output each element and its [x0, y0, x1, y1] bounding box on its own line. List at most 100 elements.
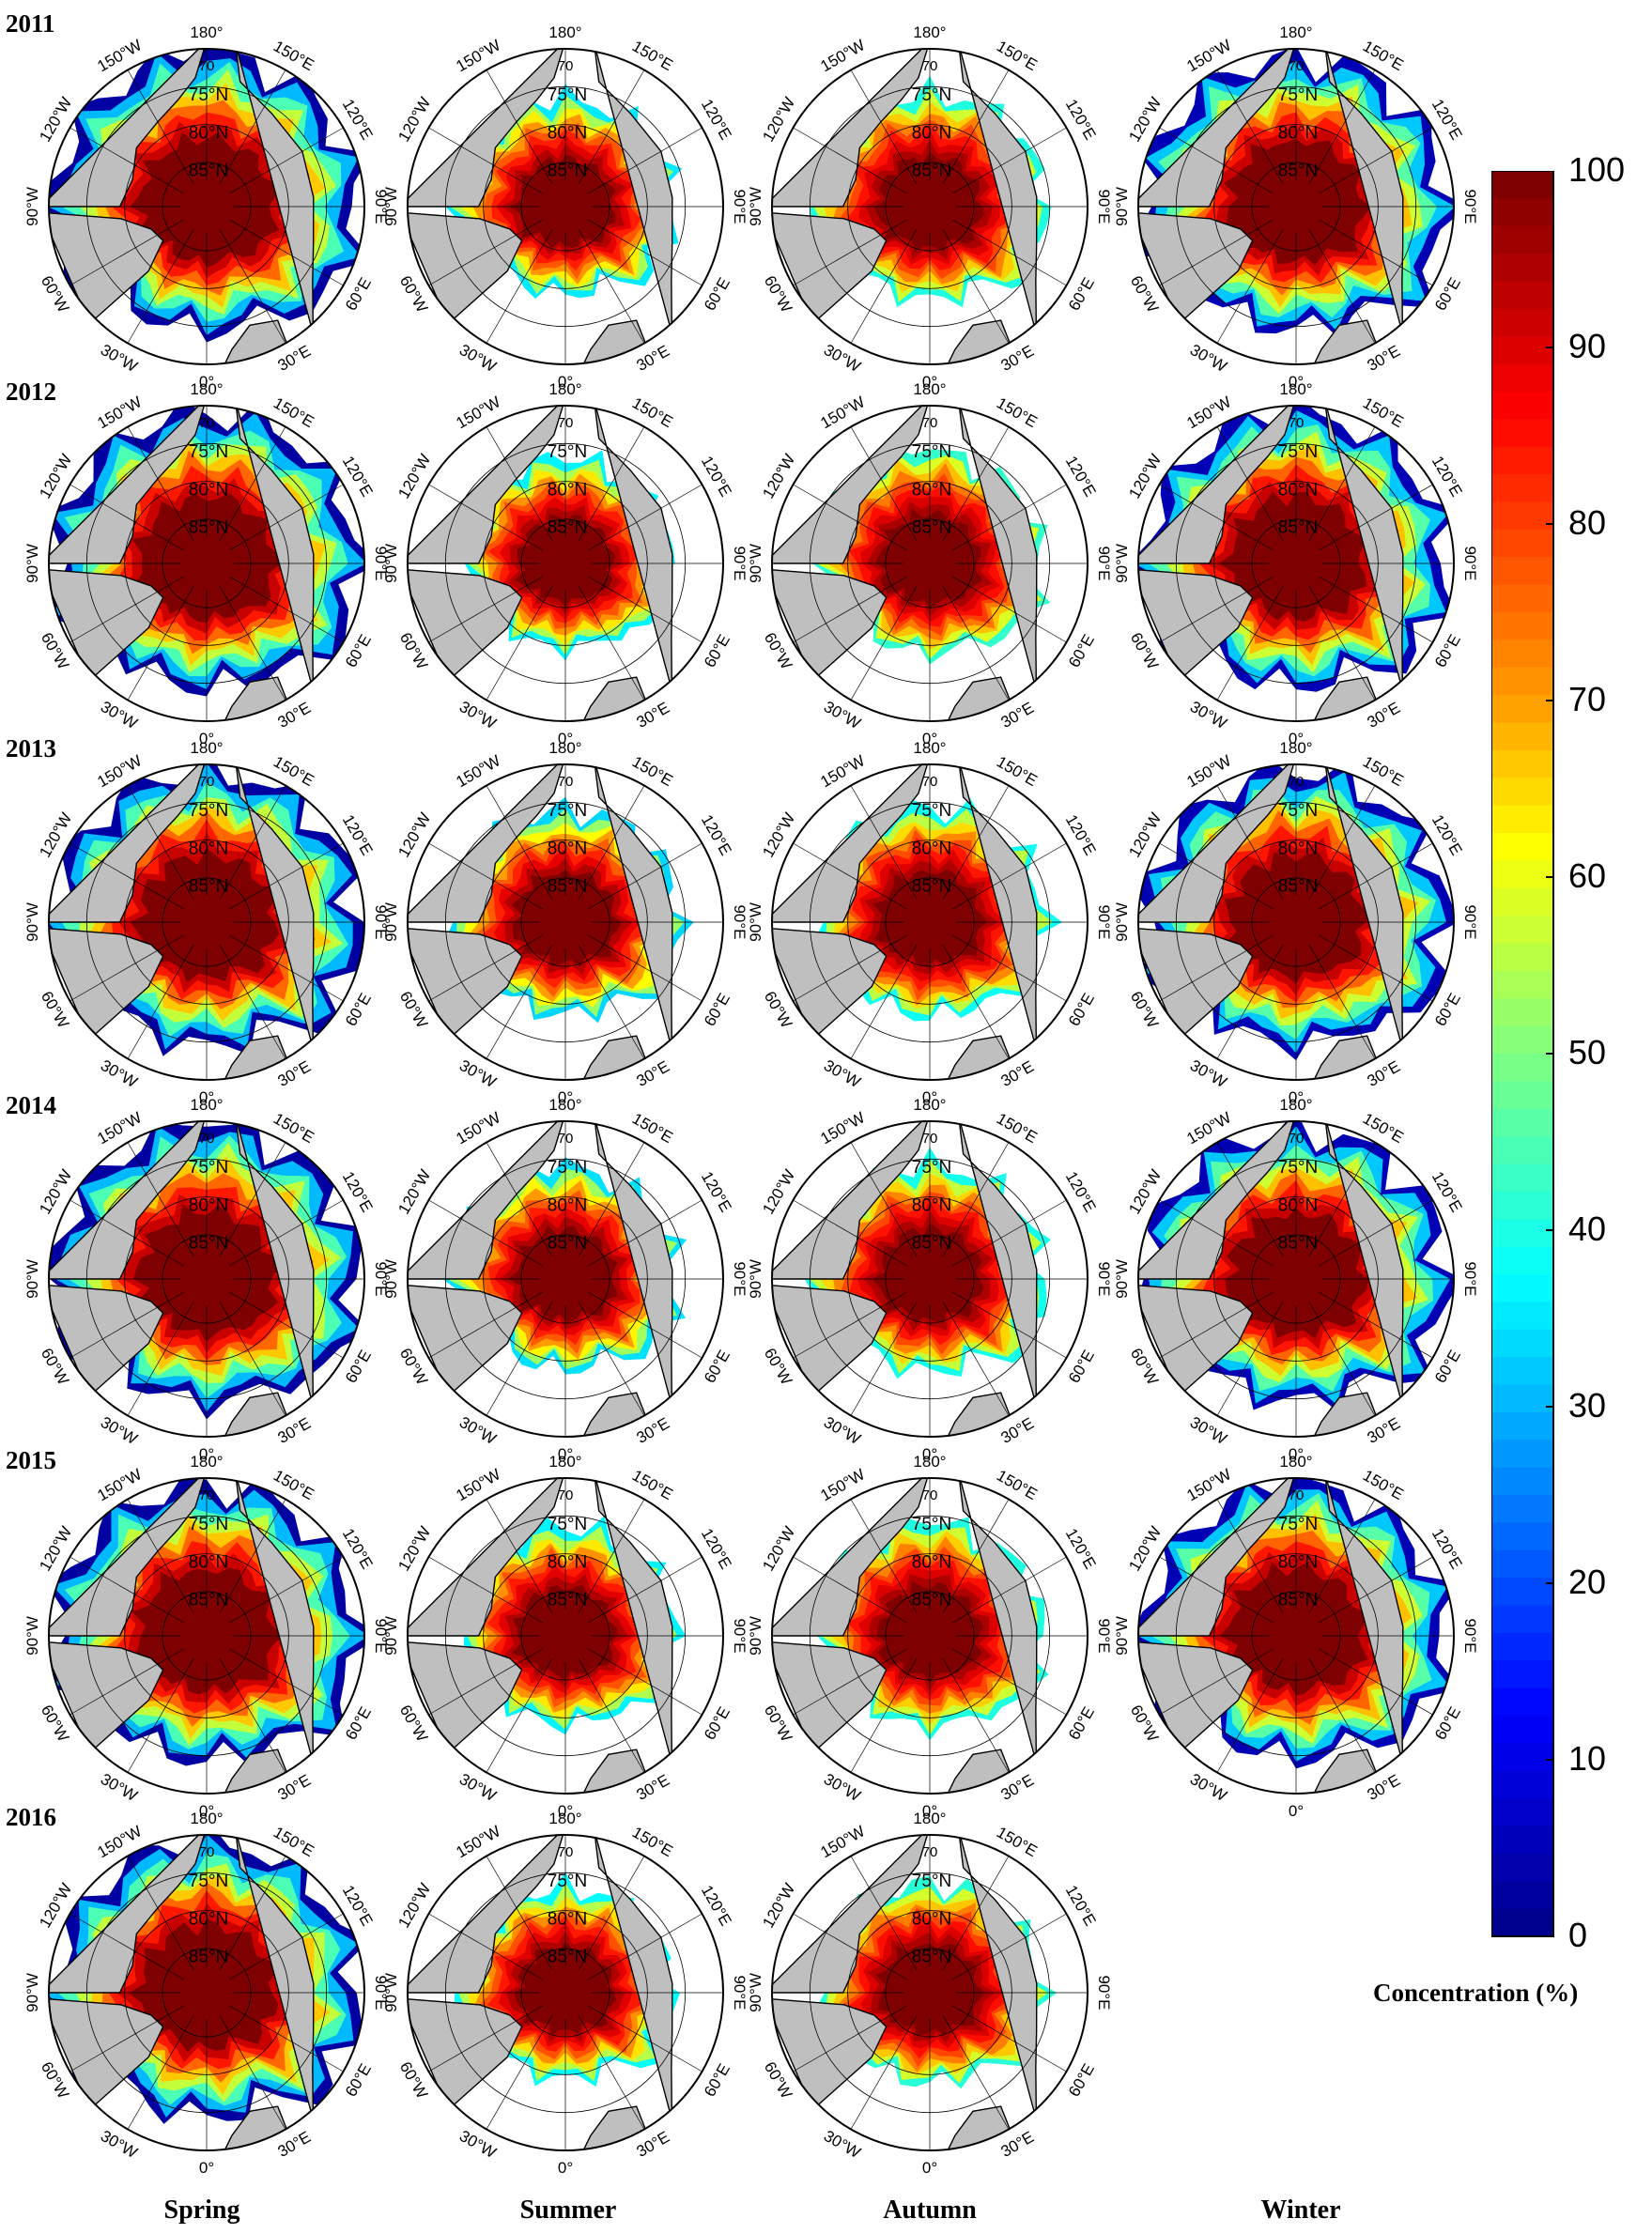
- landmass: [1323, 49, 1404, 334]
- longitude-label: 180°: [1279, 1096, 1312, 1114]
- pole-region: [539, 1966, 592, 2019]
- longitude-label: 0°: [558, 2159, 573, 2177]
- meridian-line: [952, 219, 1067, 286]
- meridian-line: [229, 1648, 344, 1716]
- longitude-label: 90°E: [372, 1975, 390, 2010]
- meridian-line: [588, 1648, 702, 1716]
- landmass: [1138, 927, 1254, 1040]
- map-border: [407, 405, 724, 722]
- latitude-label: 80°N: [548, 1195, 587, 1215]
- meridian-line: [219, 1142, 286, 1256]
- latitude-label: 75°N: [1278, 801, 1318, 821]
- colorbar-step: [1491, 1881, 1553, 1910]
- longitude-label: 180°: [190, 739, 223, 757]
- landmass: [772, 1997, 888, 2111]
- longitude-label: 0°: [199, 1445, 214, 1463]
- latitude-label: 85°N: [548, 1234, 587, 1254]
- map-panel-2013-spring: 180° 150°E 120°E 90°E 60°E 30°E 0° 30°W 60°W 90°W…: [23, 739, 390, 1106]
- longitude-label: 90°W: [23, 1259, 41, 1299]
- meridian-line: [1319, 484, 1433, 551]
- meridian-line: [229, 1199, 344, 1267]
- meridian-line: [1159, 842, 1274, 910]
- latitude-label: 75°N: [912, 1158, 951, 1178]
- latitude-label: 80°N: [548, 1552, 587, 1572]
- longitude-label: 90°W: [1113, 187, 1131, 226]
- landmass: [593, 1478, 673, 1764]
- latitude-label: 80°N: [1278, 480, 1318, 500]
- longitude-label: 0°: [922, 730, 937, 747]
- pole-region: [539, 896, 592, 948]
- meridian-line: [793, 127, 907, 194]
- latitude-label: 80°N: [548, 123, 587, 143]
- latitude-label: 80°N: [189, 480, 228, 500]
- colorbar-step: [1491, 1054, 1553, 1083]
- latitude-label-fragment: 70: [1289, 58, 1305, 74]
- meridian-line: [486, 945, 553, 1059]
- colorbar-step: [1491, 529, 1553, 559]
- longitude-label: 180°: [190, 1453, 223, 1471]
- landmass: [772, 1284, 888, 1397]
- landmass: [234, 1478, 315, 1764]
- year-label-2015: 2015: [6, 1446, 56, 1474]
- meridian-line: [127, 945, 194, 1059]
- meridian-line: [69, 219, 184, 286]
- colorbar-step: [1491, 1108, 1553, 1138]
- longitude-label: 180°: [913, 739, 946, 757]
- meridian-line: [588, 1199, 702, 1267]
- meridian-line: [69, 1913, 184, 1980]
- meridian-line: [1319, 219, 1433, 286]
- colorbar-step: [1491, 281, 1553, 310]
- map-panel-2013-autumn: 180° 150°E 120°E 90°E 60°E 30°E 0° 30°W 60°W 90°W…: [747, 739, 1113, 1106]
- meridian-line: [1319, 127, 1433, 194]
- meridian-line: [952, 934, 1067, 1002]
- meridian-line: [1216, 1142, 1284, 1256]
- latitude-label: 80°N: [189, 1195, 228, 1215]
- colorbar-step: [1491, 612, 1553, 641]
- latitude-label: 85°N: [912, 1591, 951, 1610]
- landmass: [593, 1835, 673, 2120]
- latitude-label-fragment: 70: [922, 415, 938, 431]
- colorbar-step: [1491, 1357, 1553, 1386]
- landmass: [957, 1121, 1038, 1407]
- polar-map: 180°150°E120°E90°E60°E30°E0°30°W60°W90°W…: [1113, 1096, 1479, 1463]
- meridian-line: [219, 1658, 286, 1773]
- pole-region: [180, 1610, 233, 1662]
- latitude-label: 80°N: [189, 1552, 228, 1572]
- meridian-line: [942, 69, 1010, 184]
- year-label-2013: 2013: [6, 734, 56, 763]
- meridian-line: [69, 1199, 184, 1267]
- landmass: [220, 1035, 291, 1080]
- polar-map: 180°150°E120°E90°E60°E30°E0°30°W60°W90°W…: [23, 1453, 390, 1820]
- landmass: [957, 1478, 1038, 1764]
- longitude-label: 0°: [1289, 373, 1304, 391]
- longitude-label: 0°: [922, 2159, 937, 2177]
- longitude-label: 180°: [1279, 1453, 1312, 1471]
- meridian-line: [850, 1856, 918, 1970]
- longitude-label: 90°E: [1095, 189, 1113, 223]
- latitude-label-fragment: 70: [1289, 1487, 1305, 1503]
- landmass: [408, 1997, 523, 2111]
- meridian-line: [942, 945, 1010, 1059]
- landmass: [943, 319, 1014, 364]
- longitude-label: 0°: [558, 1802, 573, 1820]
- colorbar-tick-label: 10: [1568, 1739, 1607, 1778]
- latitude-label: 75°N: [548, 1515, 587, 1534]
- meridian-line: [588, 576, 702, 643]
- landmass: [220, 2105, 291, 2150]
- meridian-line: [127, 1658, 194, 1773]
- colorbar-step: [1491, 584, 1553, 613]
- meridian-line: [1319, 934, 1433, 1002]
- colorbar-step: [1491, 1191, 1553, 1221]
- landmass: [234, 49, 315, 334]
- meridian-line: [578, 1856, 645, 1970]
- longitude-label: 90°E: [372, 1261, 390, 1296]
- longitude-label: 90°E: [1095, 1261, 1113, 1296]
- longitude-label: 90°E: [731, 1618, 749, 1653]
- meridian-line: [127, 1499, 194, 1613]
- meridian-line: [1159, 127, 1274, 194]
- map-border: [407, 1477, 724, 1795]
- meridian-line: [942, 1142, 1010, 1256]
- meridian-line: [588, 219, 702, 286]
- colorbar-tick-label: 20: [1568, 1563, 1607, 1601]
